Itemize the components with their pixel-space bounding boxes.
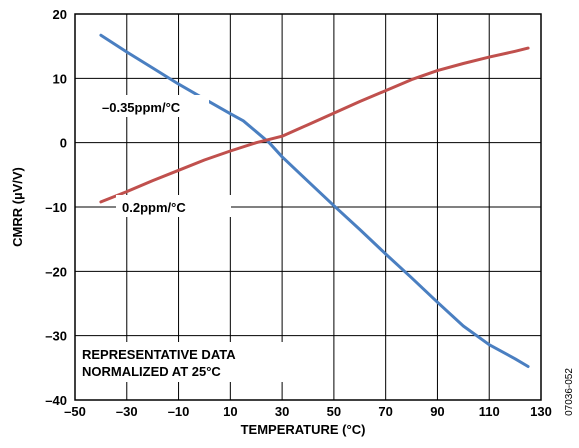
annotation-line-2: NORMALIZED AT 25°C xyxy=(82,364,221,379)
series-group xyxy=(99,33,530,368)
series-line-blue xyxy=(99,33,530,368)
x-tick-label: 90 xyxy=(430,404,444,419)
y-tick-label: –20 xyxy=(45,264,67,279)
y-tick-label: 10 xyxy=(53,71,67,86)
annotation-background xyxy=(76,342,286,382)
figure-code: 07036-052 xyxy=(564,368,575,416)
plot-frame xyxy=(74,13,542,401)
series-label-blue-background xyxy=(93,95,209,117)
series-label-red: 0.2ppm/°C xyxy=(122,200,186,215)
x-tick-label: 130 xyxy=(530,404,552,419)
series-line-red xyxy=(99,46,530,204)
annotation-line-1: REPRESENTATIVE DATA xyxy=(82,347,236,362)
x-axis-title: TEMPERATURE (°C) xyxy=(241,422,366,437)
x-tick-label: 30 xyxy=(275,404,289,419)
y-tick-label: –40 xyxy=(45,393,67,408)
y-tick-labels: –40 –30 –20 –10 0 10 20 xyxy=(45,7,67,408)
y-tick-label: 20 xyxy=(53,7,67,22)
y-tick-label: –10 xyxy=(45,200,67,215)
y-tick-label: 0 xyxy=(60,136,67,151)
y-tick-label: –30 xyxy=(45,329,67,344)
x-tick-label: 10 xyxy=(223,404,237,419)
series-label-blue: –0.35ppm/°C xyxy=(102,100,181,115)
x-tick-label: –30 xyxy=(116,404,138,419)
x-tick-labels: –50 –30 –10 10 30 50 70 90 110 130 xyxy=(64,404,552,419)
x-tick-label: 50 xyxy=(327,404,341,419)
x-tick-label: 70 xyxy=(378,404,392,419)
series-label-red-background xyxy=(116,195,231,217)
x-tick-label: –10 xyxy=(168,404,190,419)
y-axis-title: CMRR (µV/V) xyxy=(10,167,25,247)
x-tick-label: 110 xyxy=(479,404,500,419)
x-tick-label: –50 xyxy=(64,404,86,419)
